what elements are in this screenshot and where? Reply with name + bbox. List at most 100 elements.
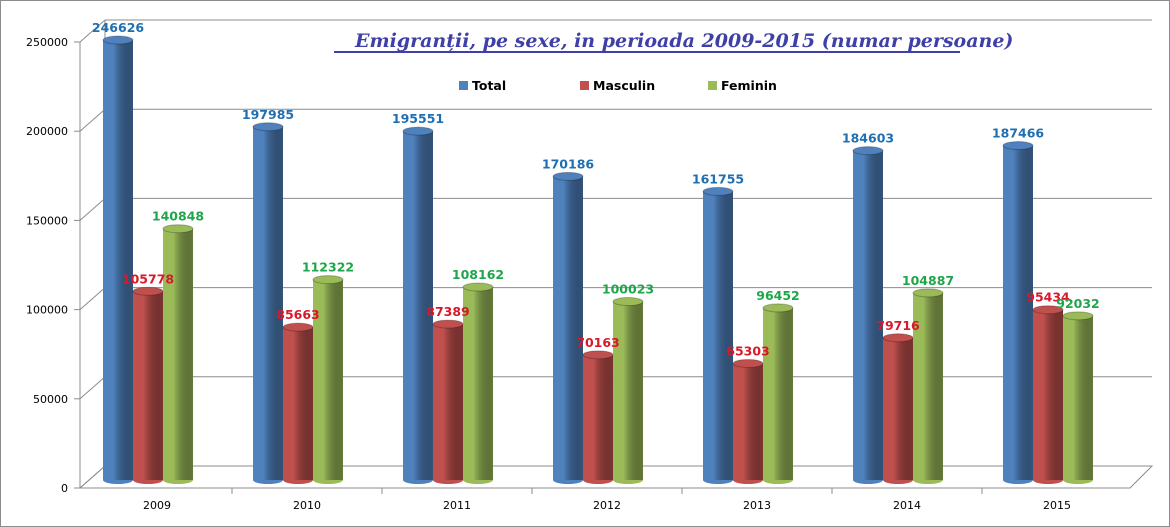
y-tick-label: 100000 xyxy=(26,304,68,317)
legend-swatch xyxy=(459,81,468,90)
floor xyxy=(78,465,1154,489)
bar-total-2015 xyxy=(1002,141,1034,484)
bars xyxy=(102,35,1094,484)
bar-masculin-2010 xyxy=(282,322,314,484)
bar-shading xyxy=(463,287,493,480)
bar-shading xyxy=(1033,309,1063,480)
legend-item-masculin: Masculin xyxy=(580,78,655,93)
x-tick-label: 2014 xyxy=(893,499,921,512)
bar-shading xyxy=(403,131,433,480)
gridline-diagonal xyxy=(79,108,106,132)
bar-shading xyxy=(103,40,133,480)
data-label: 184603 xyxy=(842,131,894,146)
bar-top xyxy=(1032,305,1064,315)
bar-total-2011 xyxy=(402,126,434,484)
bar-feminin-2013 xyxy=(762,303,794,484)
bar-total-2013 xyxy=(702,186,734,484)
bar-total-2010 xyxy=(252,122,284,484)
bar-feminin-2011 xyxy=(462,282,494,484)
bar-total-2014 xyxy=(852,146,884,484)
bar-top xyxy=(162,224,194,234)
bar-shading xyxy=(913,292,943,480)
x-tick-label: 2013 xyxy=(743,499,771,512)
bar-masculin-2012 xyxy=(582,350,614,484)
x-tick-label: 2012 xyxy=(593,499,621,512)
data-label: 100023 xyxy=(602,282,654,297)
bar-masculin-2009 xyxy=(132,286,164,484)
data-label: 87389 xyxy=(426,304,470,319)
bar-shading xyxy=(313,279,343,480)
bar-feminin-2012 xyxy=(612,297,644,484)
x-tick-label: 2011 xyxy=(443,499,471,512)
bar-top xyxy=(732,358,764,368)
data-label: 197985 xyxy=(242,107,294,122)
bar-masculin-2015 xyxy=(1032,305,1064,484)
bar-feminin-2014 xyxy=(912,288,944,484)
bar-top xyxy=(282,322,314,332)
y-tick-label: 0 xyxy=(61,482,68,495)
x-tick-label: 2015 xyxy=(1043,499,1071,512)
data-label: 140848 xyxy=(152,209,204,224)
data-label: 96452 xyxy=(756,288,800,303)
bar-top xyxy=(432,319,464,329)
bar-total-2012 xyxy=(552,171,584,484)
bar-masculin-2013 xyxy=(732,358,764,484)
bar-top xyxy=(882,333,914,343)
bar-top xyxy=(912,288,944,298)
data-label: 195551 xyxy=(392,111,444,126)
chart-title-text: Emigranții, pe sexe, in perioada 2009-20… xyxy=(354,30,1013,52)
bar-shading xyxy=(733,363,763,480)
bar-shading xyxy=(253,126,283,480)
gridline-diagonal xyxy=(79,19,106,43)
legend-item-total: Total xyxy=(459,78,506,93)
bar-shading xyxy=(553,176,583,480)
data-label: 112322 xyxy=(302,260,354,275)
bar-top xyxy=(552,171,584,181)
bar-top xyxy=(762,303,794,313)
bar-shading xyxy=(1003,145,1033,480)
bar-top xyxy=(102,35,134,45)
data-label: 187466 xyxy=(992,126,1044,141)
y-tick-label: 50000 xyxy=(33,393,68,406)
legend-swatch xyxy=(580,81,589,90)
data-label: 170186 xyxy=(542,156,594,171)
gridline-diagonal xyxy=(79,376,106,400)
legend: Total Masculin Feminin xyxy=(459,78,777,93)
bar-top xyxy=(312,275,344,285)
bar-top xyxy=(1062,311,1094,321)
data-label: 246626 xyxy=(92,20,144,35)
bar-shading xyxy=(883,337,913,480)
y-tick-label: 250000 xyxy=(26,36,68,49)
bar-masculin-2014 xyxy=(882,333,914,484)
legend-label: Total xyxy=(472,78,506,93)
data-label: 85663 xyxy=(276,307,320,322)
gridline-diagonal xyxy=(79,198,106,221)
bar-shading xyxy=(853,150,883,480)
chart-title: Emigranții, pe sexe, in perioada 2009-20… xyxy=(334,30,1013,53)
bar-shading xyxy=(163,228,193,480)
bar-shading xyxy=(703,191,733,480)
x-tick-label: 2010 xyxy=(293,499,321,512)
legend-item-feminin: Feminin xyxy=(708,78,777,93)
bar-shading xyxy=(613,301,643,480)
data-label: 105778 xyxy=(122,271,174,286)
bar-feminin-2009 xyxy=(162,224,194,484)
data-label: 65303 xyxy=(726,343,770,358)
bar-top xyxy=(612,297,644,307)
bar-total-2009 xyxy=(102,35,134,484)
grid: 0 50000 100000 150000 200000 250000 2009 2010 20… xyxy=(26,19,1154,512)
bar-top xyxy=(252,122,284,132)
bar-top xyxy=(702,186,734,196)
legend-label: Feminin xyxy=(721,78,777,93)
legend-label: Masculin xyxy=(593,78,655,93)
bar-top xyxy=(582,350,614,360)
bar-shading xyxy=(283,327,313,480)
data-label: 70163 xyxy=(576,335,620,350)
bar-feminin-2010 xyxy=(312,275,344,484)
legend-swatch xyxy=(708,81,717,90)
bar-top xyxy=(402,126,434,136)
bar-top xyxy=(852,146,884,156)
data-label: 79716 xyxy=(876,318,920,333)
bar-top xyxy=(462,282,494,292)
